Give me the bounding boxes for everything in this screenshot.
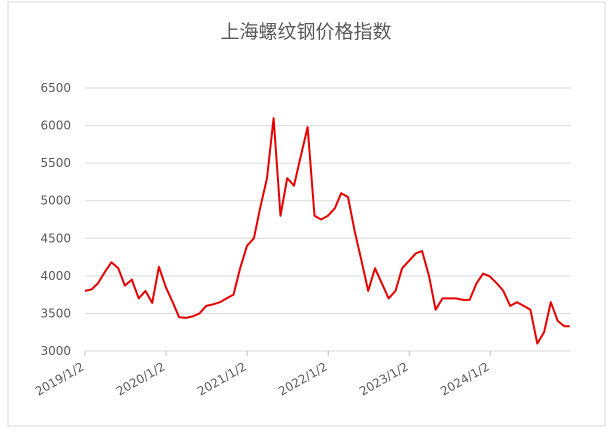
y-tick-label: 6500 bbox=[40, 81, 71, 95]
y-tick-label: 3500 bbox=[40, 306, 71, 320]
chart-frame bbox=[7, 1, 606, 427]
y-tick-label: 3000 bbox=[40, 344, 71, 358]
y-tick-label: 6000 bbox=[40, 119, 71, 133]
y-tick-label: 4500 bbox=[40, 231, 71, 245]
y-tick-label: 4000 bbox=[40, 269, 71, 283]
price-line bbox=[84, 117, 570, 345]
y-tick-label: 5000 bbox=[40, 194, 71, 208]
chart-title: 上海螺纹钢价格指数 bbox=[220, 21, 391, 43]
y-tick-label: 5500 bbox=[40, 156, 71, 170]
